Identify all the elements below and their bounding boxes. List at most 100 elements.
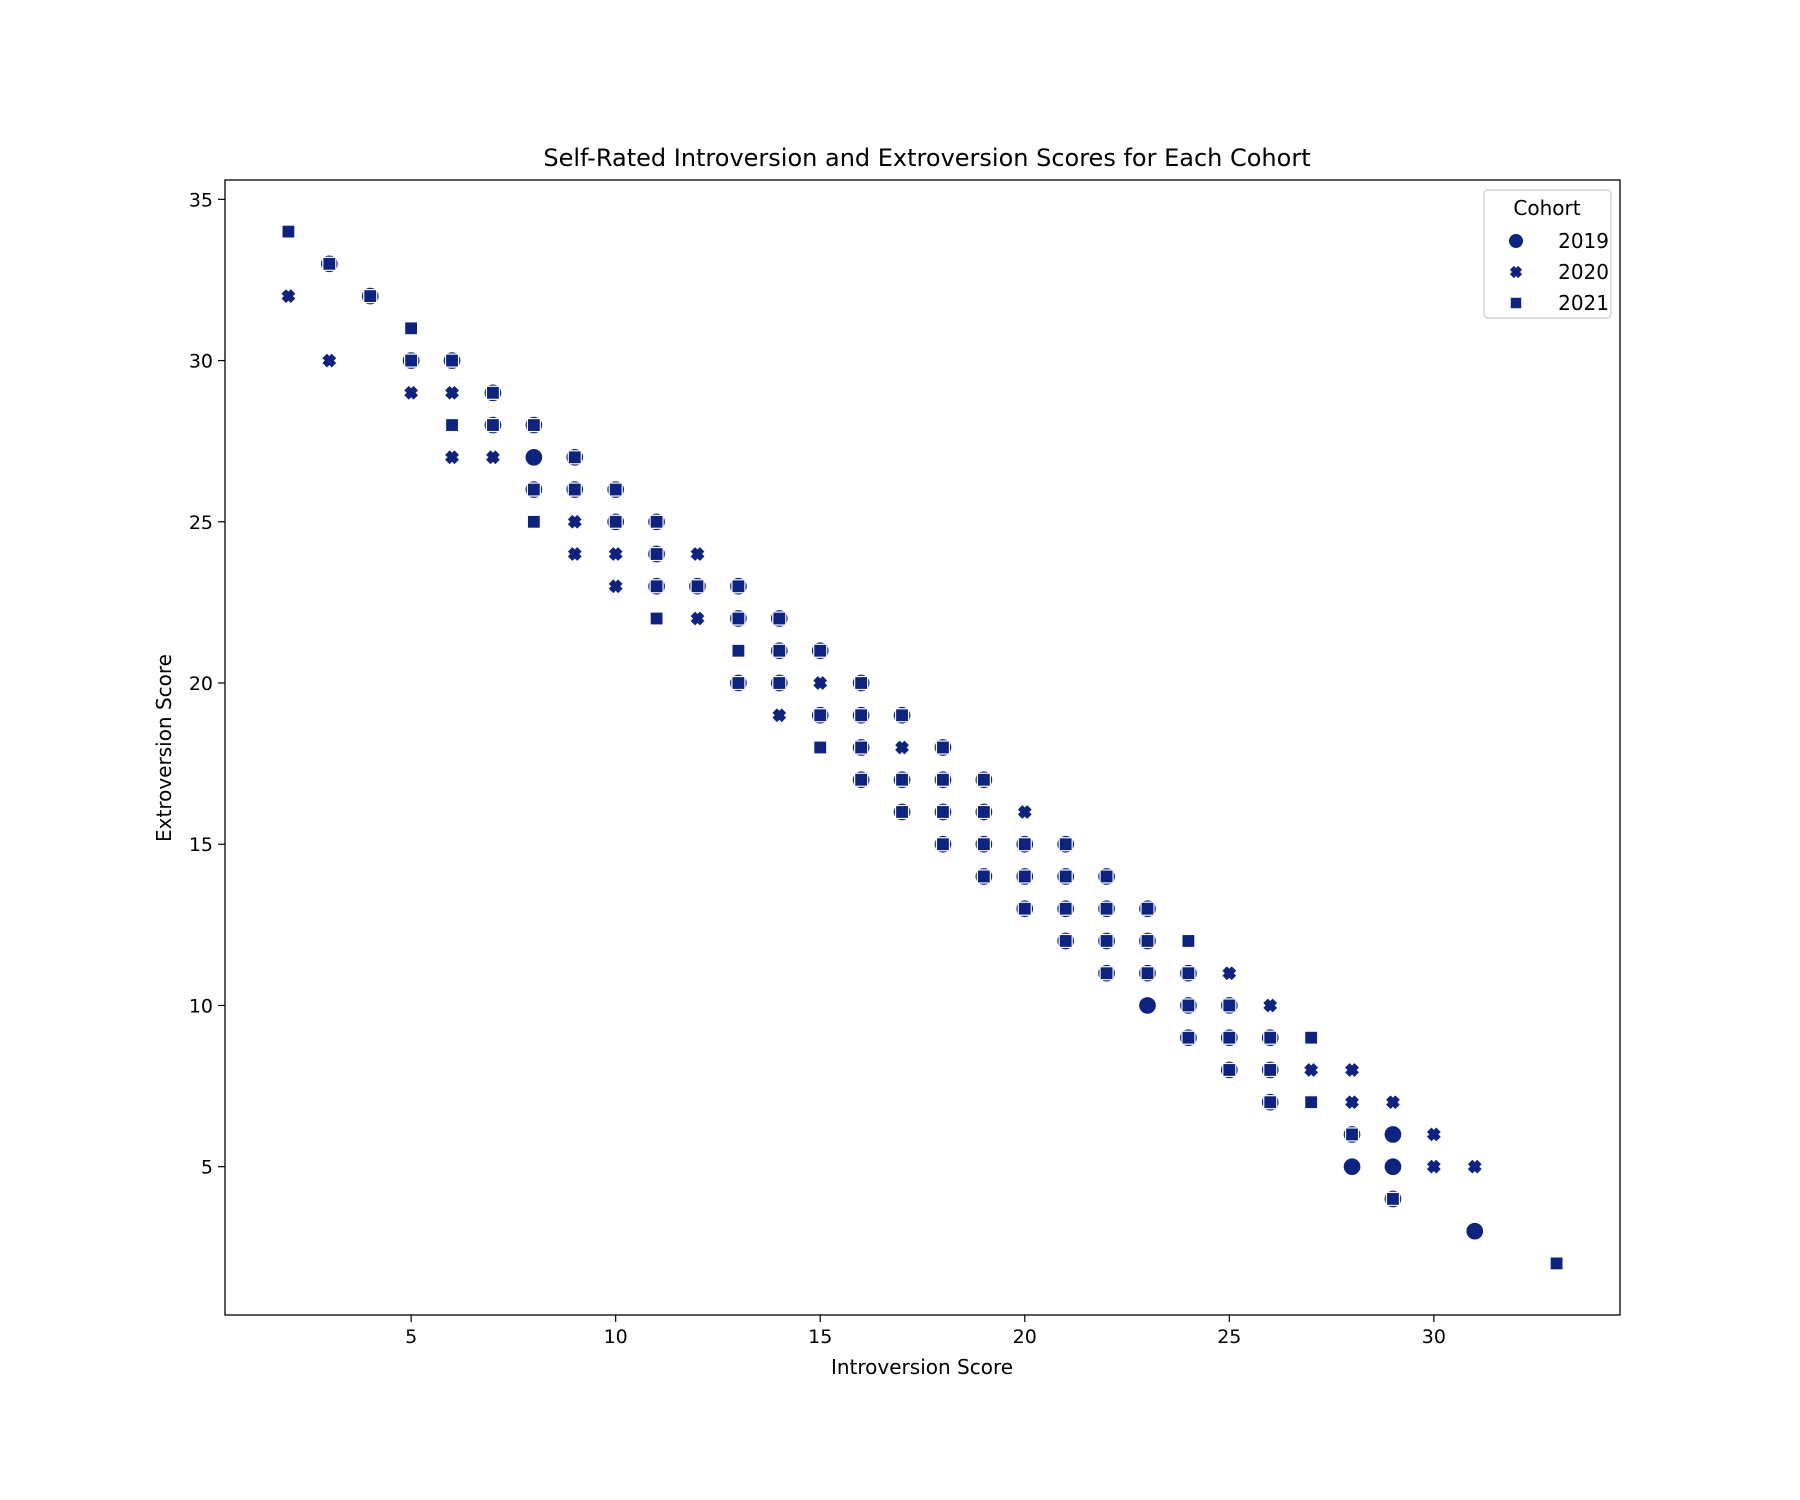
point-square-2021 [363, 288, 378, 304]
plot-frame [224, 179, 1621, 1316]
legend-box [1483, 189, 1612, 319]
point-square-2021 [567, 482, 582, 497]
point-square-2021 [608, 514, 623, 529]
legend-marker-2021 [1509, 296, 1523, 310]
point-x-2020 [321, 352, 338, 369]
point-square-2021 [813, 740, 828, 755]
point-square-2021 [1058, 901, 1073, 916]
point-square-2021 [649, 514, 664, 529]
point-square-2021 [731, 579, 746, 594]
point-square-2021 [1181, 933, 1196, 949]
x-tick-label: 20 [1013, 1326, 1037, 1348]
y-tick-label: 20 [189, 673, 213, 695]
point-square-2021 [690, 579, 705, 594]
point-x-2020 [1302, 1061, 1320, 1079]
point-x-2020 [1261, 997, 1279, 1014]
point-square-2021 [894, 772, 910, 787]
point-square-2021 [854, 740, 869, 755]
x-axis: 5 10 15 20 25 30 [405, 1315, 1446, 1348]
point-square-2021 [1058, 837, 1073, 852]
y-tick-label: 10 [189, 995, 213, 1017]
y-tick-label: 35 [189, 189, 213, 211]
point-square-2021 [976, 837, 991, 852]
point-x-2020 [689, 610, 706, 627]
point-x-2020 [893, 739, 911, 756]
point-square-2021 [976, 869, 991, 884]
point-circle-2019 [1137, 995, 1158, 1016]
point-circle-2019 [1465, 1221, 1485, 1241]
point-square-2021 [1140, 933, 1155, 949]
point-circle-2019 [524, 447, 544, 467]
point-square-2021 [526, 482, 541, 497]
point-square-2021 [1140, 901, 1155, 916]
point-square-2021 [1099, 901, 1114, 916]
point-x-2020 [566, 513, 584, 531]
y-axis: 5 10 15 20 25 30 35 [189, 189, 225, 1179]
point-x-2020 [280, 287, 297, 305]
point-x-2020 [1343, 1093, 1361, 1111]
y-tick-label: 15 [189, 834, 213, 856]
point-square-2021 [281, 224, 296, 239]
point-x-2020 [1466, 1158, 1484, 1175]
x-axis-label: Introversion Score [831, 1355, 1013, 1379]
point-square-2021 [1099, 966, 1114, 981]
y-tick-label: 30 [189, 351, 213, 373]
x-tick-label: 10 [604, 1326, 628, 1348]
point-square-2021 [854, 675, 869, 691]
point-square-2021 [1017, 837, 1032, 852]
point-x-2020 [443, 384, 461, 402]
legend-label-2020: 2020 [1558, 260, 1609, 284]
series-2021 [281, 224, 1564, 1271]
point-square-2021 [485, 417, 501, 433]
x-tick-label: 25 [1217, 1326, 1241, 1348]
point-square-2021 [1099, 933, 1114, 949]
x-tick-label: 30 [1422, 1326, 1446, 1348]
point-square-2021 [1549, 1256, 1564, 1271]
point-square-2021 [1058, 933, 1073, 949]
x-tick-label: 15 [808, 1326, 832, 1348]
point-x-2020 [566, 545, 584, 563]
point-square-2021 [1058, 869, 1073, 884]
point-square-2021 [1222, 1030, 1237, 1045]
point-x-2020 [402, 384, 420, 402]
y-axis-label: Extroversion Score [152, 654, 176, 842]
point-x-2020 [1384, 1093, 1402, 1111]
point-square-2021 [935, 740, 951, 755]
point-square-2021 [935, 772, 951, 787]
point-square-2021 [976, 772, 991, 787]
legend-label-2021: 2021 [1558, 291, 1609, 315]
point-square-2021 [731, 611, 746, 626]
point-square-2021 [1181, 1030, 1196, 1045]
point-square-2021 [526, 417, 541, 433]
point-square-2021 [1304, 1030, 1319, 1045]
point-square-2021 [813, 643, 828, 658]
x-tick-label: 5 [405, 1326, 417, 1348]
point-square-2021 [1263, 1062, 1278, 1078]
point-square-2021 [1017, 901, 1032, 916]
point-x-2020 [1016, 803, 1034, 821]
legend-marker-2019 [1507, 232, 1525, 250]
point-square-2021 [1344, 1127, 1360, 1142]
point-square-2021 [322, 256, 337, 271]
point-square-2021 [935, 804, 951, 820]
point-square-2021 [976, 804, 991, 820]
chart-title: Self-Rated Introversion and Extroversion… [543, 144, 1310, 172]
point-x-2020 [1425, 1158, 1443, 1175]
point-x-2020 [607, 577, 624, 595]
point-square-2021 [1222, 998, 1237, 1013]
point-square-2021 [894, 804, 910, 820]
point-square-2021 [854, 708, 869, 723]
y-tick-label: 25 [189, 512, 213, 534]
point-x-2020 [484, 448, 502, 466]
point-square-2021 [526, 514, 541, 529]
point-square-2021 [649, 579, 664, 594]
point-square-2021 [772, 675, 787, 691]
point-square-2021 [1222, 1062, 1237, 1078]
point-square-2021 [608, 482, 623, 497]
point-square-2021 [1140, 966, 1155, 981]
point-square-2021 [1181, 998, 1196, 1013]
point-x-2020 [1343, 1061, 1361, 1079]
point-square-2021 [1263, 1030, 1278, 1045]
point-square-2021 [772, 643, 787, 658]
